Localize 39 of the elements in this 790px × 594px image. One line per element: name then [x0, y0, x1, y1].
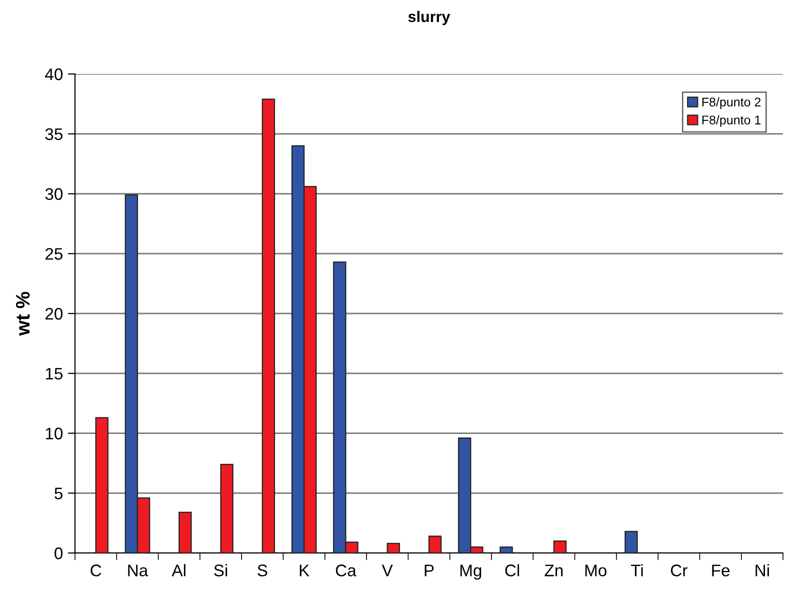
x-tick-label: Cl	[505, 564, 520, 576]
bar	[220, 464, 234, 553]
bar	[553, 540, 567, 553]
y-tick-label: 30	[45, 188, 63, 200]
y-tick-label: 10	[46, 428, 63, 440]
legend-label: F8/punto 2	[702, 97, 761, 109]
y-tick-label: 0	[54, 547, 63, 560]
x-tick-label: Ca	[336, 564, 356, 576]
legend-label: F8/punto 1	[702, 115, 761, 127]
x-tick-label: Ni	[756, 564, 769, 576]
bar	[178, 512, 192, 553]
x-tick-label: Al	[172, 564, 186, 576]
x-tick-label: P	[424, 564, 434, 576]
y-tick-label: 20	[45, 308, 63, 320]
x-tick-label: C	[90, 564, 102, 576]
y-tick-label: 5	[54, 488, 62, 500]
x-tick-label: Na	[128, 564, 148, 576]
bar	[95, 417, 108, 553]
x-tick-label: Si	[214, 564, 228, 576]
y-tick-label: 25	[45, 248, 62, 260]
bar	[386, 542, 400, 553]
chart-title: slurry	[408, 10, 450, 26]
y-tick-label: 15	[46, 368, 62, 380]
x-tick-label: V	[382, 564, 393, 576]
bar	[500, 546, 513, 553]
bar	[428, 536, 442, 553]
x-tick-label: Mg	[460, 564, 482, 580]
x-tick-label: Mo	[585, 564, 606, 576]
x-tick-label: Fe	[712, 564, 730, 576]
bar	[262, 98, 276, 553]
y-tick-label: 35	[45, 128, 62, 140]
x-tick-label: Zn	[544, 564, 563, 576]
x-tick-label: Ti	[630, 564, 643, 576]
bar	[624, 530, 638, 553]
y-tick-label: 40	[45, 68, 63, 80]
x-tick-label: K	[300, 564, 310, 576]
y-axis-title: wt %	[16, 292, 30, 336]
x-tick-label: S	[258, 564, 268, 576]
x-tick-label: Cr	[670, 564, 688, 576]
